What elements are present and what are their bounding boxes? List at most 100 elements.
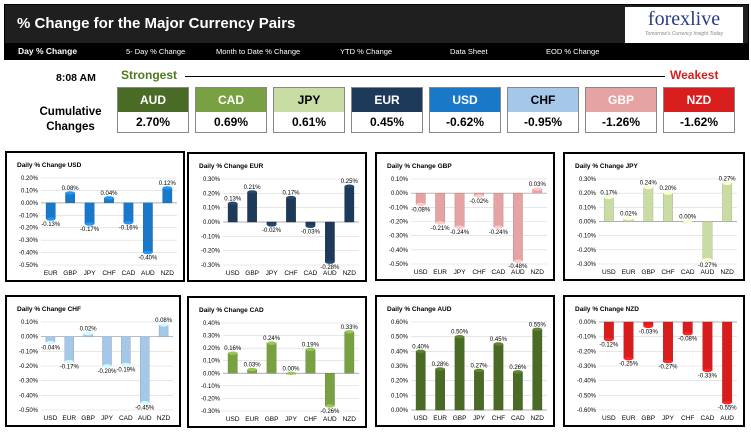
y-tick-label: 0.20%: [21, 176, 39, 182]
bar-aud: [142, 202, 153, 255]
nav-day-change[interactable]: Day % Change: [18, 46, 78, 56]
bar-cap: [64, 359, 74, 364]
bar-chf: [682, 321, 693, 336]
bar-cap: [228, 201, 238, 206]
bar-rect: [603, 197, 614, 222]
x-tick-label: USD: [226, 270, 240, 277]
currency-pct: 2.70%: [135, 115, 171, 129]
y-tick-label: 0.00%: [391, 191, 409, 197]
y-tick-label: -0.10%: [577, 234, 597, 240]
bar-usd: [415, 192, 426, 207]
y-tick-label: 0.10%: [579, 205, 597, 211]
bar-cad: [305, 221, 316, 228]
data-label: -0.03%: [301, 229, 321, 235]
bar-rect: [663, 321, 673, 362]
data-label: -0.25%: [619, 362, 639, 368]
bar-cap: [722, 400, 732, 405]
nav-eod-change[interactable]: EOD % Change: [546, 47, 600, 56]
nav-data-sheet[interactable]: Data Sheet: [450, 47, 488, 56]
bar-jpy: [663, 321, 673, 364]
currency-name: USD: [430, 88, 500, 112]
y-tick-label: -0.50%: [19, 408, 39, 414]
currency-box-aud: AUD 2.70%: [117, 87, 189, 133]
x-tick-label: NZD: [343, 270, 357, 277]
x-tick-label: AUD: [701, 269, 715, 276]
x-tick-label: EUR: [245, 416, 259, 423]
bar-rect: [493, 343, 504, 411]
y-tick-label: 0.20%: [203, 346, 221, 352]
bar-usd: [415, 349, 426, 411]
bar-rect: [45, 202, 56, 220]
bar-nzd: [722, 181, 733, 222]
data-label: -0.55%: [718, 406, 738, 412]
bar-rect: [305, 349, 316, 374]
bar-cap: [663, 191, 673, 195]
y-tick-label: -0.20%: [577, 248, 597, 254]
bar-rect: [142, 202, 153, 253]
y-tick-label: 0.00%: [21, 201, 39, 207]
data-label: -0.13%: [41, 222, 61, 228]
chart-cad: Daily % Change CAD 0.40% 0.30% 0.20% 0.10% 0.…: [199, 307, 359, 423]
y-tick-label: -0.10%: [19, 349, 39, 355]
data-label: 0.24%: [640, 181, 658, 187]
bar-cap: [493, 342, 504, 346]
bar-cap: [702, 368, 713, 373]
forexlive-logo[interactable]: forexlive Tomorrow's Currency Insight To…: [625, 7, 743, 43]
data-label: -0.27%: [658, 365, 678, 371]
data-label: 0.17%: [282, 191, 300, 197]
bar-rect: [454, 192, 465, 228]
y-tick-label: -0.30%: [201, 263, 221, 269]
nav-5-day-change[interactable]: 5- Day % Change: [126, 47, 186, 56]
x-tick-label: JPY: [285, 416, 298, 423]
y-tick-label: -0.50%: [389, 262, 409, 268]
bar-nzd: [344, 330, 355, 374]
y-tick-label: 0.40%: [203, 321, 221, 327]
data-label: -0.17%: [60, 365, 80, 371]
x-tick-label: AUD: [720, 415, 734, 422]
x-tick-label: NZD: [531, 415, 545, 422]
chart-title: Daily % Change AUD: [387, 306, 452, 313]
y-tick-label: -0.50%: [19, 263, 39, 269]
bar-rect: [415, 351, 426, 411]
data-label: 0.03%: [244, 363, 262, 369]
bar-rect: [158, 324, 169, 337]
currency-name: JPY: [274, 88, 344, 112]
currency-box-nzd: NZD -1.62%: [663, 87, 735, 133]
bar-cap: [121, 362, 131, 367]
cumulative-label-line1: Cumulative: [39, 106, 102, 118]
bar-cad: [121, 336, 131, 367]
y-tick-label: -0.10%: [389, 205, 409, 211]
chart-usd: Daily % Change USD0.20%0.10%0.00%-0.10%-…: [17, 162, 177, 277]
bar-cad: [123, 202, 134, 225]
data-label: -0.12%: [599, 343, 619, 349]
nav-month-to-date-change[interactable]: Month to Date % Change: [216, 47, 301, 56]
data-label: 0.12%: [159, 181, 177, 187]
bar-nzd: [532, 187, 543, 194]
y-tick-label: -0.20%: [201, 396, 221, 402]
data-label: -0.19%: [116, 368, 136, 374]
data-label: 0.27%: [719, 176, 737, 182]
chart-panel-usd: Daily % Change USD 0.20% 0.10% 0.00% -0.10% -…: [5, 151, 185, 282]
currency-pct: 0.61%: [291, 115, 327, 129]
bar-rect: [162, 187, 173, 204]
y-tick-label: 0.30%: [391, 364, 409, 370]
y-tick-label: 0.30%: [579, 177, 597, 183]
bar-eur: [45, 202, 56, 221]
bar-cap: [143, 250, 153, 255]
bar-rect: [435, 192, 446, 224]
data-label: 0.55%: [529, 322, 547, 328]
cumulative-label: Cumulative Changes: [28, 105, 113, 135]
bar-nzd: [158, 323, 169, 337]
y-tick-label: -0.20%: [201, 249, 221, 255]
data-label: 0.08%: [62, 186, 80, 192]
nav-ytd-change[interactable]: YTD % Change: [340, 47, 393, 56]
y-tick-label: 0.20%: [391, 379, 409, 385]
data-label: 0.16%: [224, 346, 242, 352]
data-label: 0.27%: [470, 363, 488, 369]
bar-eur: [435, 367, 446, 411]
bar-rect: [247, 191, 258, 223]
y-tick-label: -0.40%: [577, 379, 597, 385]
data-label: 0.00%: [679, 215, 697, 221]
bar-rect: [702, 321, 713, 371]
bar-rect: [324, 221, 335, 263]
